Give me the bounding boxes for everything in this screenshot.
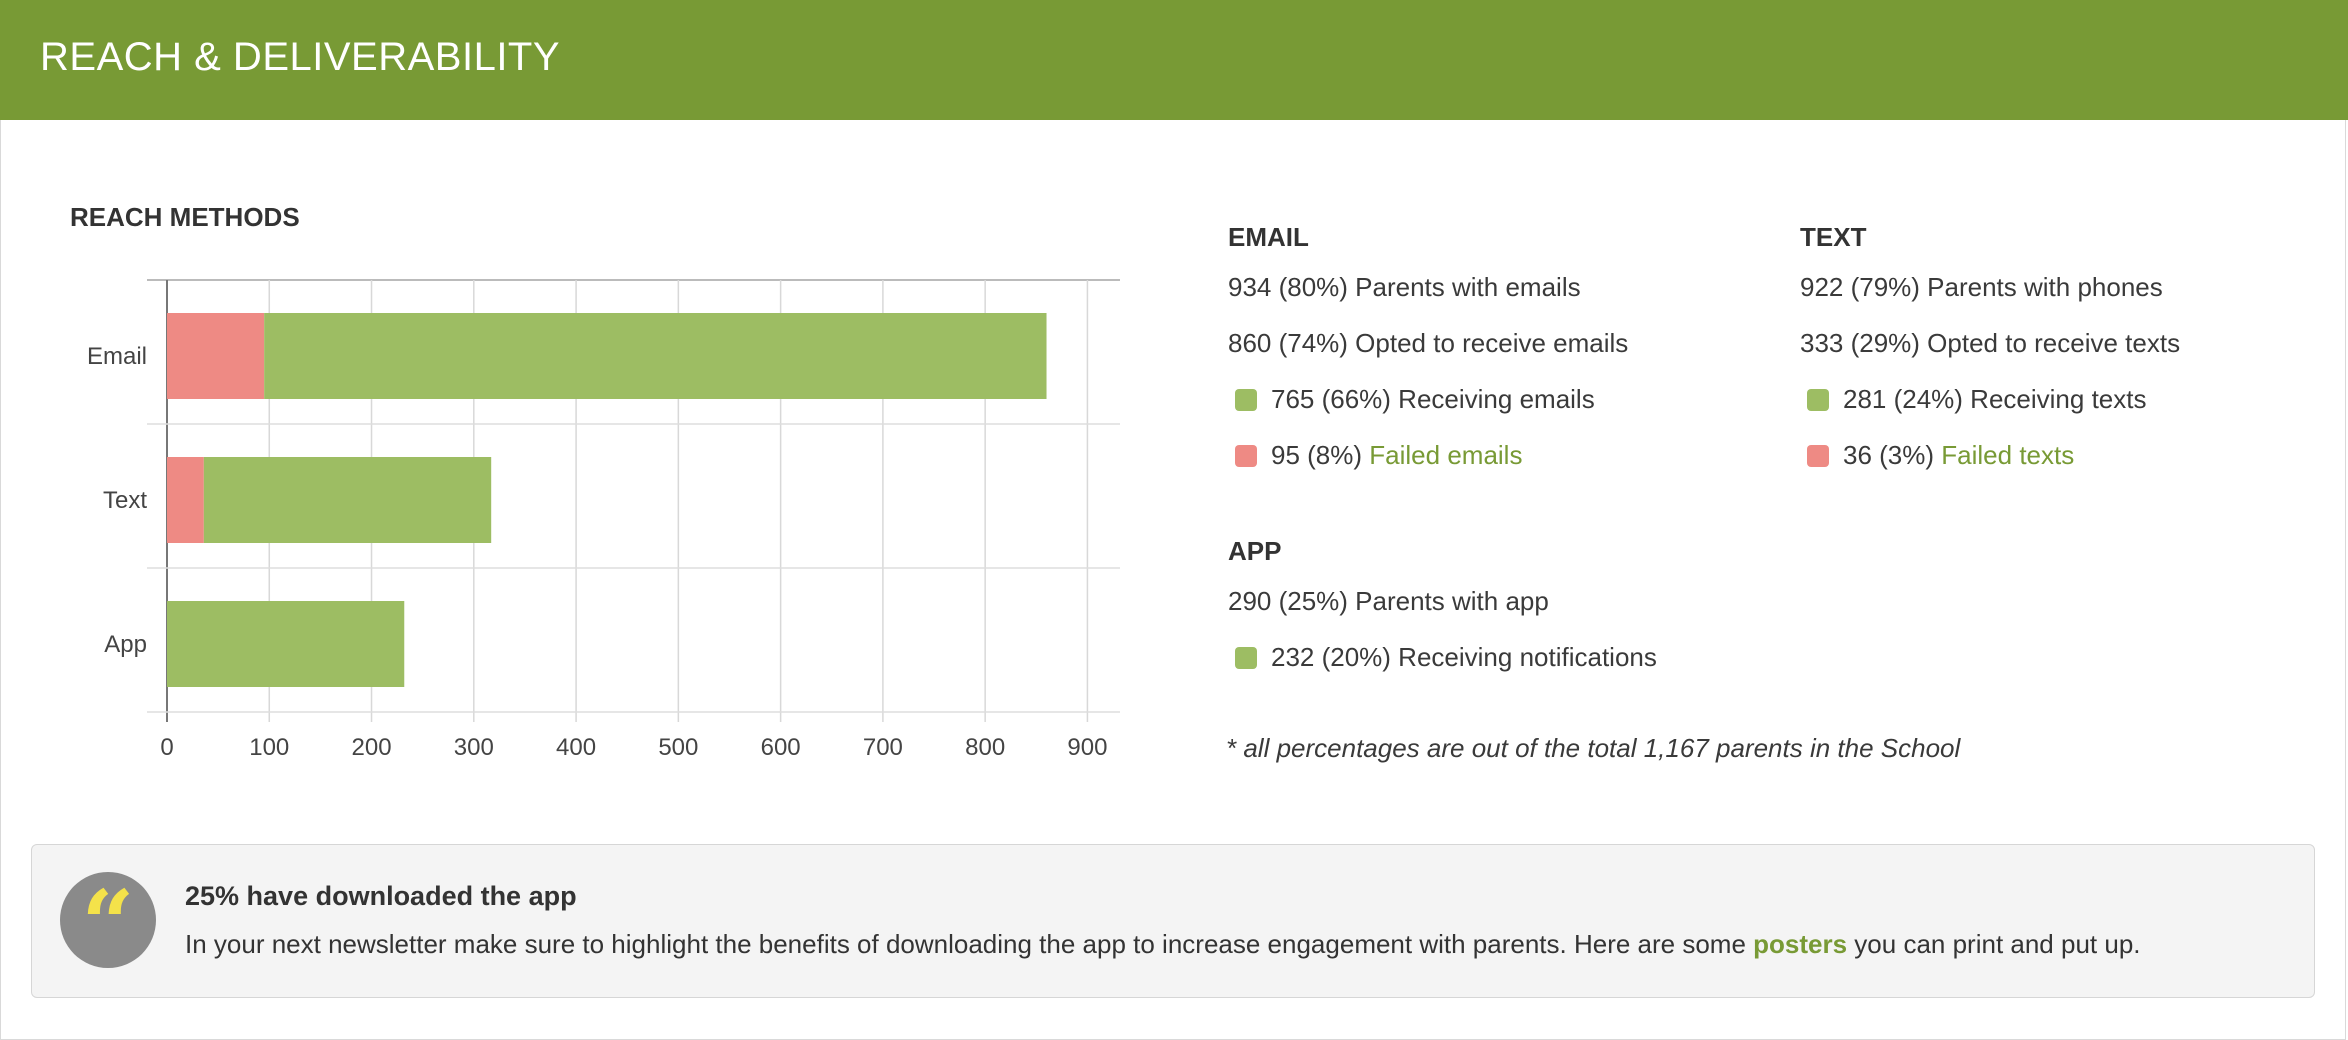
x-tick-label: 600 (761, 734, 801, 761)
x-tick-label: 200 (352, 734, 392, 761)
email-receiving: 765 (66%) Receiving emails (1271, 384, 1595, 414)
x-tick-label: 500 (658, 734, 698, 761)
text-failed-row: 36 (3%) Failed texts (1800, 440, 2074, 471)
bar-email-failed (167, 313, 265, 399)
email-receiving-row: 765 (66%) Receiving emails (1228, 384, 1595, 415)
percentages-footnote: * all percentages are out of the total 1… (1226, 733, 1961, 763)
failed-texts-link[interactable]: Failed texts (1941, 440, 2075, 470)
callout-text-before: In your next newsletter make sure to hig… (185, 929, 1754, 959)
x-tick-label: 400 (556, 734, 596, 761)
receiving-legend-swatch (1807, 389, 1829, 411)
bar-app-receiving (167, 601, 405, 687)
callout-text: In your next newsletter make sure to hig… (185, 929, 2141, 960)
text-receiving: 281 (24%) Receiving texts (1843, 384, 2147, 414)
app-parents-with: 290 (25%) Parents with app (1228, 586, 1549, 616)
x-tick-label: 800 (965, 734, 1005, 761)
email-opted: 860 (74%) Opted to receive emails (1228, 328, 1629, 358)
x-tick-label: 0 (160, 734, 173, 761)
category-label: Text (103, 487, 147, 514)
app-heading: APP (1228, 536, 1282, 566)
failed-emails-link[interactable]: Failed emails (1369, 440, 1523, 470)
text-failed-count: 36 (3%) (1843, 440, 1935, 470)
text-receiving-row: 281 (24%) Receiving texts (1800, 384, 2146, 415)
x-tick-label: 100 (249, 734, 289, 761)
email-parents-with: 934 (80%) Parents with emails (1228, 272, 1581, 302)
text-heading: TEXT (1800, 222, 1867, 252)
chart-title: REACH METHODS (70, 202, 300, 232)
tip-callout: “ 25% have downloaded the app In your ne… (31, 844, 2315, 998)
text-parents-with: 922 (79%) Parents with phones (1800, 272, 2163, 302)
category-label: App (104, 631, 147, 658)
receiving-legend-swatch (1235, 647, 1257, 669)
x-tick-label: 900 (1067, 734, 1107, 761)
page-title: REACH & DELIVERABILITY (40, 35, 561, 79)
callout-title: 25% have downloaded the app (185, 881, 577, 911)
x-tick-label: 300 (454, 734, 494, 761)
email-failed-row: 95 (8%) Failed emails (1228, 440, 1522, 471)
bar-text-receiving (203, 457, 492, 543)
failed-legend-swatch (1235, 445, 1257, 467)
quote-icon: “ (60, 872, 156, 972)
bar-email-receiving (264, 313, 1047, 399)
failed-legend-swatch (1807, 445, 1829, 467)
header-bar: REACH & DELIVERABILITY (0, 0, 2348, 120)
callout-text-after: you can print and put up. (1847, 929, 2141, 959)
x-tick-label: 700 (863, 734, 903, 761)
app-receiving: 232 (20%) Receiving notifications (1271, 642, 1657, 672)
bar-text-failed (167, 457, 204, 543)
reach-methods-chart: 0 100 200 300 400 500 600 700 800 900 Email Text App (87, 279, 1120, 761)
email-failed-count: 95 (8%) (1271, 440, 1363, 470)
app-receiving-row: 232 (20%) Receiving notifications (1228, 642, 1657, 673)
category-label: Email (87, 343, 147, 370)
posters-link[interactable]: posters (1753, 929, 1848, 959)
email-heading: EMAIL (1228, 222, 1309, 252)
receiving-legend-swatch (1235, 389, 1257, 411)
text-opted: 333 (29%) Opted to receive texts (1800, 328, 2181, 358)
